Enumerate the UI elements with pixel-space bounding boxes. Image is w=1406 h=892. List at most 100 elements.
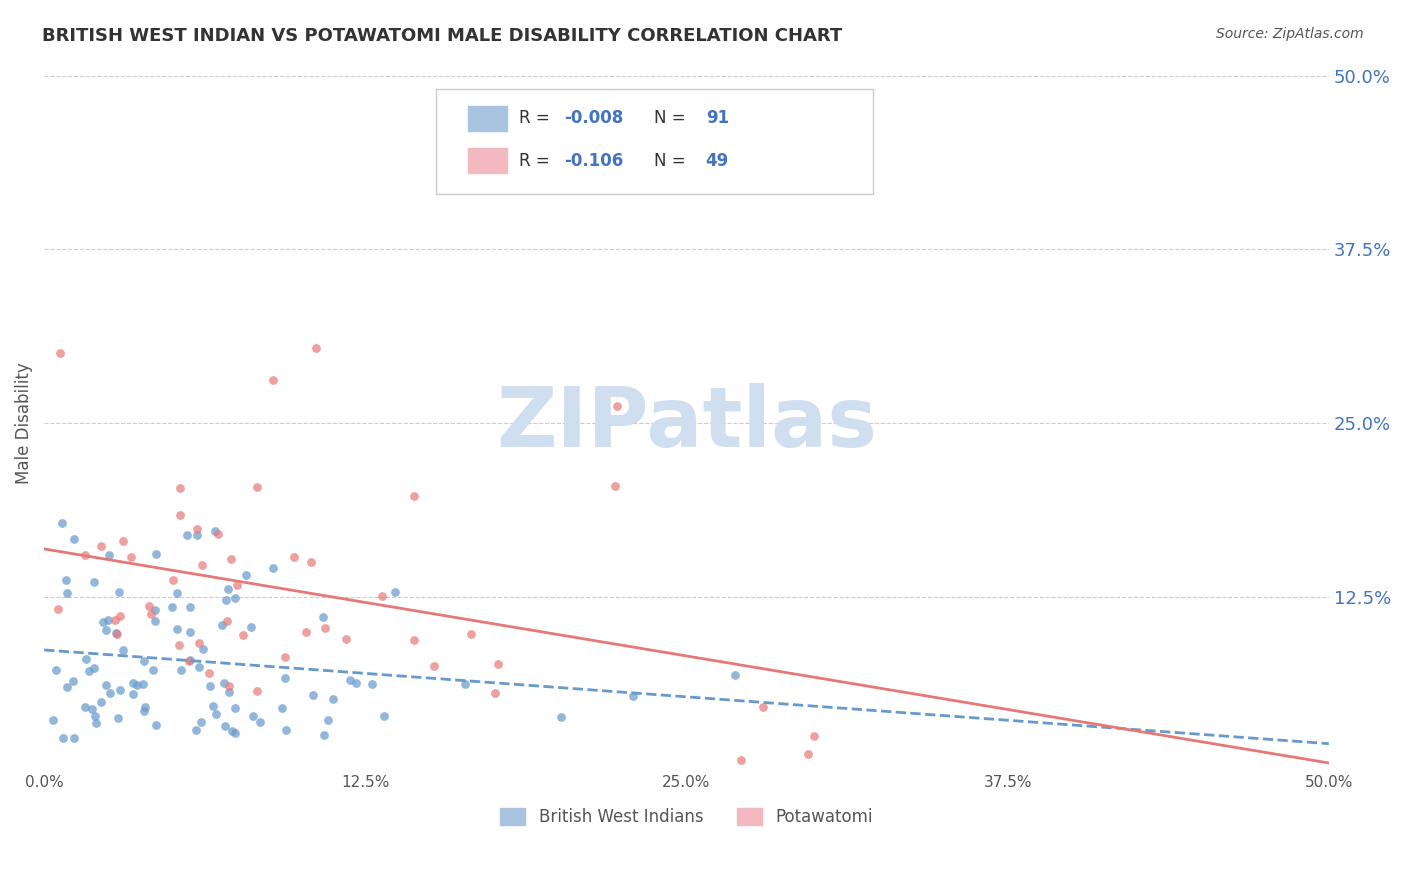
Point: [274, 649, 297, 664]
Point: [83, 660, 105, 674]
Point: [90, 539, 112, 553]
Point: [143, 602, 166, 616]
Point: [122, 687, 145, 701]
Point: [486, 657, 509, 672]
Point: [162, 573, 184, 587]
Point: [75, 549, 97, 563]
Point: [186, 523, 208, 537]
Point: [202, 699, 225, 714]
Point: [134, 654, 156, 668]
Point: [371, 590, 394, 604]
Point: [46, 602, 69, 616]
Point: [188, 660, 211, 674]
Point: [77, 664, 100, 678]
Point: [120, 550, 142, 565]
Text: BRITISH WEST INDIAN VS POTAWATOMI MALE DISABILITY CORRELATION CHART: BRITISH WEST INDIAN VS POTAWATOMI MALE D…: [42, 27, 842, 45]
Text: R =: R =: [519, 109, 555, 128]
Text: -0.008: -0.008: [564, 109, 624, 128]
Point: [302, 688, 325, 702]
Point: [322, 691, 344, 706]
Point: [226, 578, 249, 592]
Point: [138, 599, 160, 614]
Point: [111, 534, 134, 549]
Text: N =: N =: [654, 109, 692, 128]
Text: ZIPatlas: ZIPatlas: [496, 383, 877, 464]
Point: [94, 624, 117, 638]
Point: [305, 342, 328, 356]
FancyBboxPatch shape: [468, 105, 506, 131]
Point: [246, 684, 269, 698]
Point: [219, 551, 242, 566]
Point: [179, 654, 201, 668]
Point: [344, 676, 367, 690]
Point: [262, 561, 284, 575]
Point: [63, 532, 86, 546]
Text: 91: 91: [706, 109, 728, 128]
Point: [56, 585, 79, 599]
Point: [170, 664, 193, 678]
Point: [190, 558, 212, 573]
Point: [145, 718, 167, 732]
Text: N =: N =: [654, 152, 692, 169]
Point: [730, 753, 752, 767]
Point: [110, 608, 132, 623]
Point: [232, 628, 254, 642]
Point: [97, 613, 120, 627]
FancyBboxPatch shape: [436, 89, 873, 194]
Point: [100, 685, 122, 699]
Point: [96, 678, 118, 692]
Point: [752, 700, 775, 714]
Point: [550, 710, 572, 724]
Point: [186, 528, 208, 542]
Point: [83, 708, 105, 723]
Point: [724, 668, 747, 682]
Point: [803, 730, 825, 744]
Point: [207, 526, 229, 541]
Point: [80, 702, 103, 716]
Point: [145, 547, 167, 561]
Point: [218, 685, 240, 699]
Point: [402, 633, 425, 648]
Point: [198, 665, 221, 680]
Point: [132, 677, 155, 691]
Point: [91, 615, 114, 630]
Point: [484, 686, 506, 700]
Point: [190, 714, 212, 729]
Point: [97, 548, 120, 562]
Point: [75, 651, 97, 665]
Point: [204, 524, 226, 539]
Point: [246, 480, 269, 494]
Point: [143, 614, 166, 628]
Point: [198, 679, 221, 693]
Point: [62, 731, 84, 745]
Point: [49, 346, 72, 360]
Point: [239, 620, 262, 634]
Point: [295, 625, 318, 640]
Point: [339, 673, 361, 688]
Point: [214, 719, 236, 733]
Point: [84, 716, 107, 731]
Point: [312, 610, 335, 624]
Text: R =: R =: [519, 152, 555, 169]
Point: [108, 585, 131, 599]
Point: [603, 479, 626, 493]
Point: [422, 659, 444, 673]
Point: [360, 677, 382, 691]
Point: [454, 677, 477, 691]
Point: [274, 671, 297, 685]
Point: [166, 585, 188, 599]
Point: [373, 709, 395, 723]
Point: [169, 508, 191, 522]
Point: [56, 681, 79, 695]
Point: [179, 653, 201, 667]
Point: [283, 550, 305, 565]
Point: [224, 700, 246, 714]
Point: [176, 527, 198, 541]
Point: [134, 700, 156, 714]
Y-axis label: Male Disability: Male Disability: [15, 362, 32, 484]
Point: [242, 708, 264, 723]
Point: [402, 489, 425, 503]
Point: [186, 723, 208, 737]
Point: [274, 723, 297, 737]
Point: [335, 632, 357, 647]
